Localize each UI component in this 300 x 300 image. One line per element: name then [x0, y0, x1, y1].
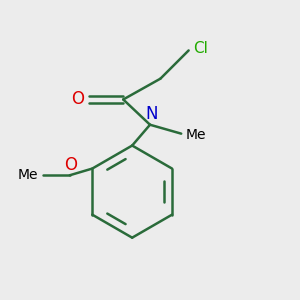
Text: Me: Me [186, 128, 206, 142]
Text: O: O [71, 91, 84, 109]
Text: Cl: Cl [193, 41, 208, 56]
Text: O: O [64, 156, 77, 174]
Text: Me: Me [18, 168, 38, 182]
Text: N: N [145, 105, 158, 123]
